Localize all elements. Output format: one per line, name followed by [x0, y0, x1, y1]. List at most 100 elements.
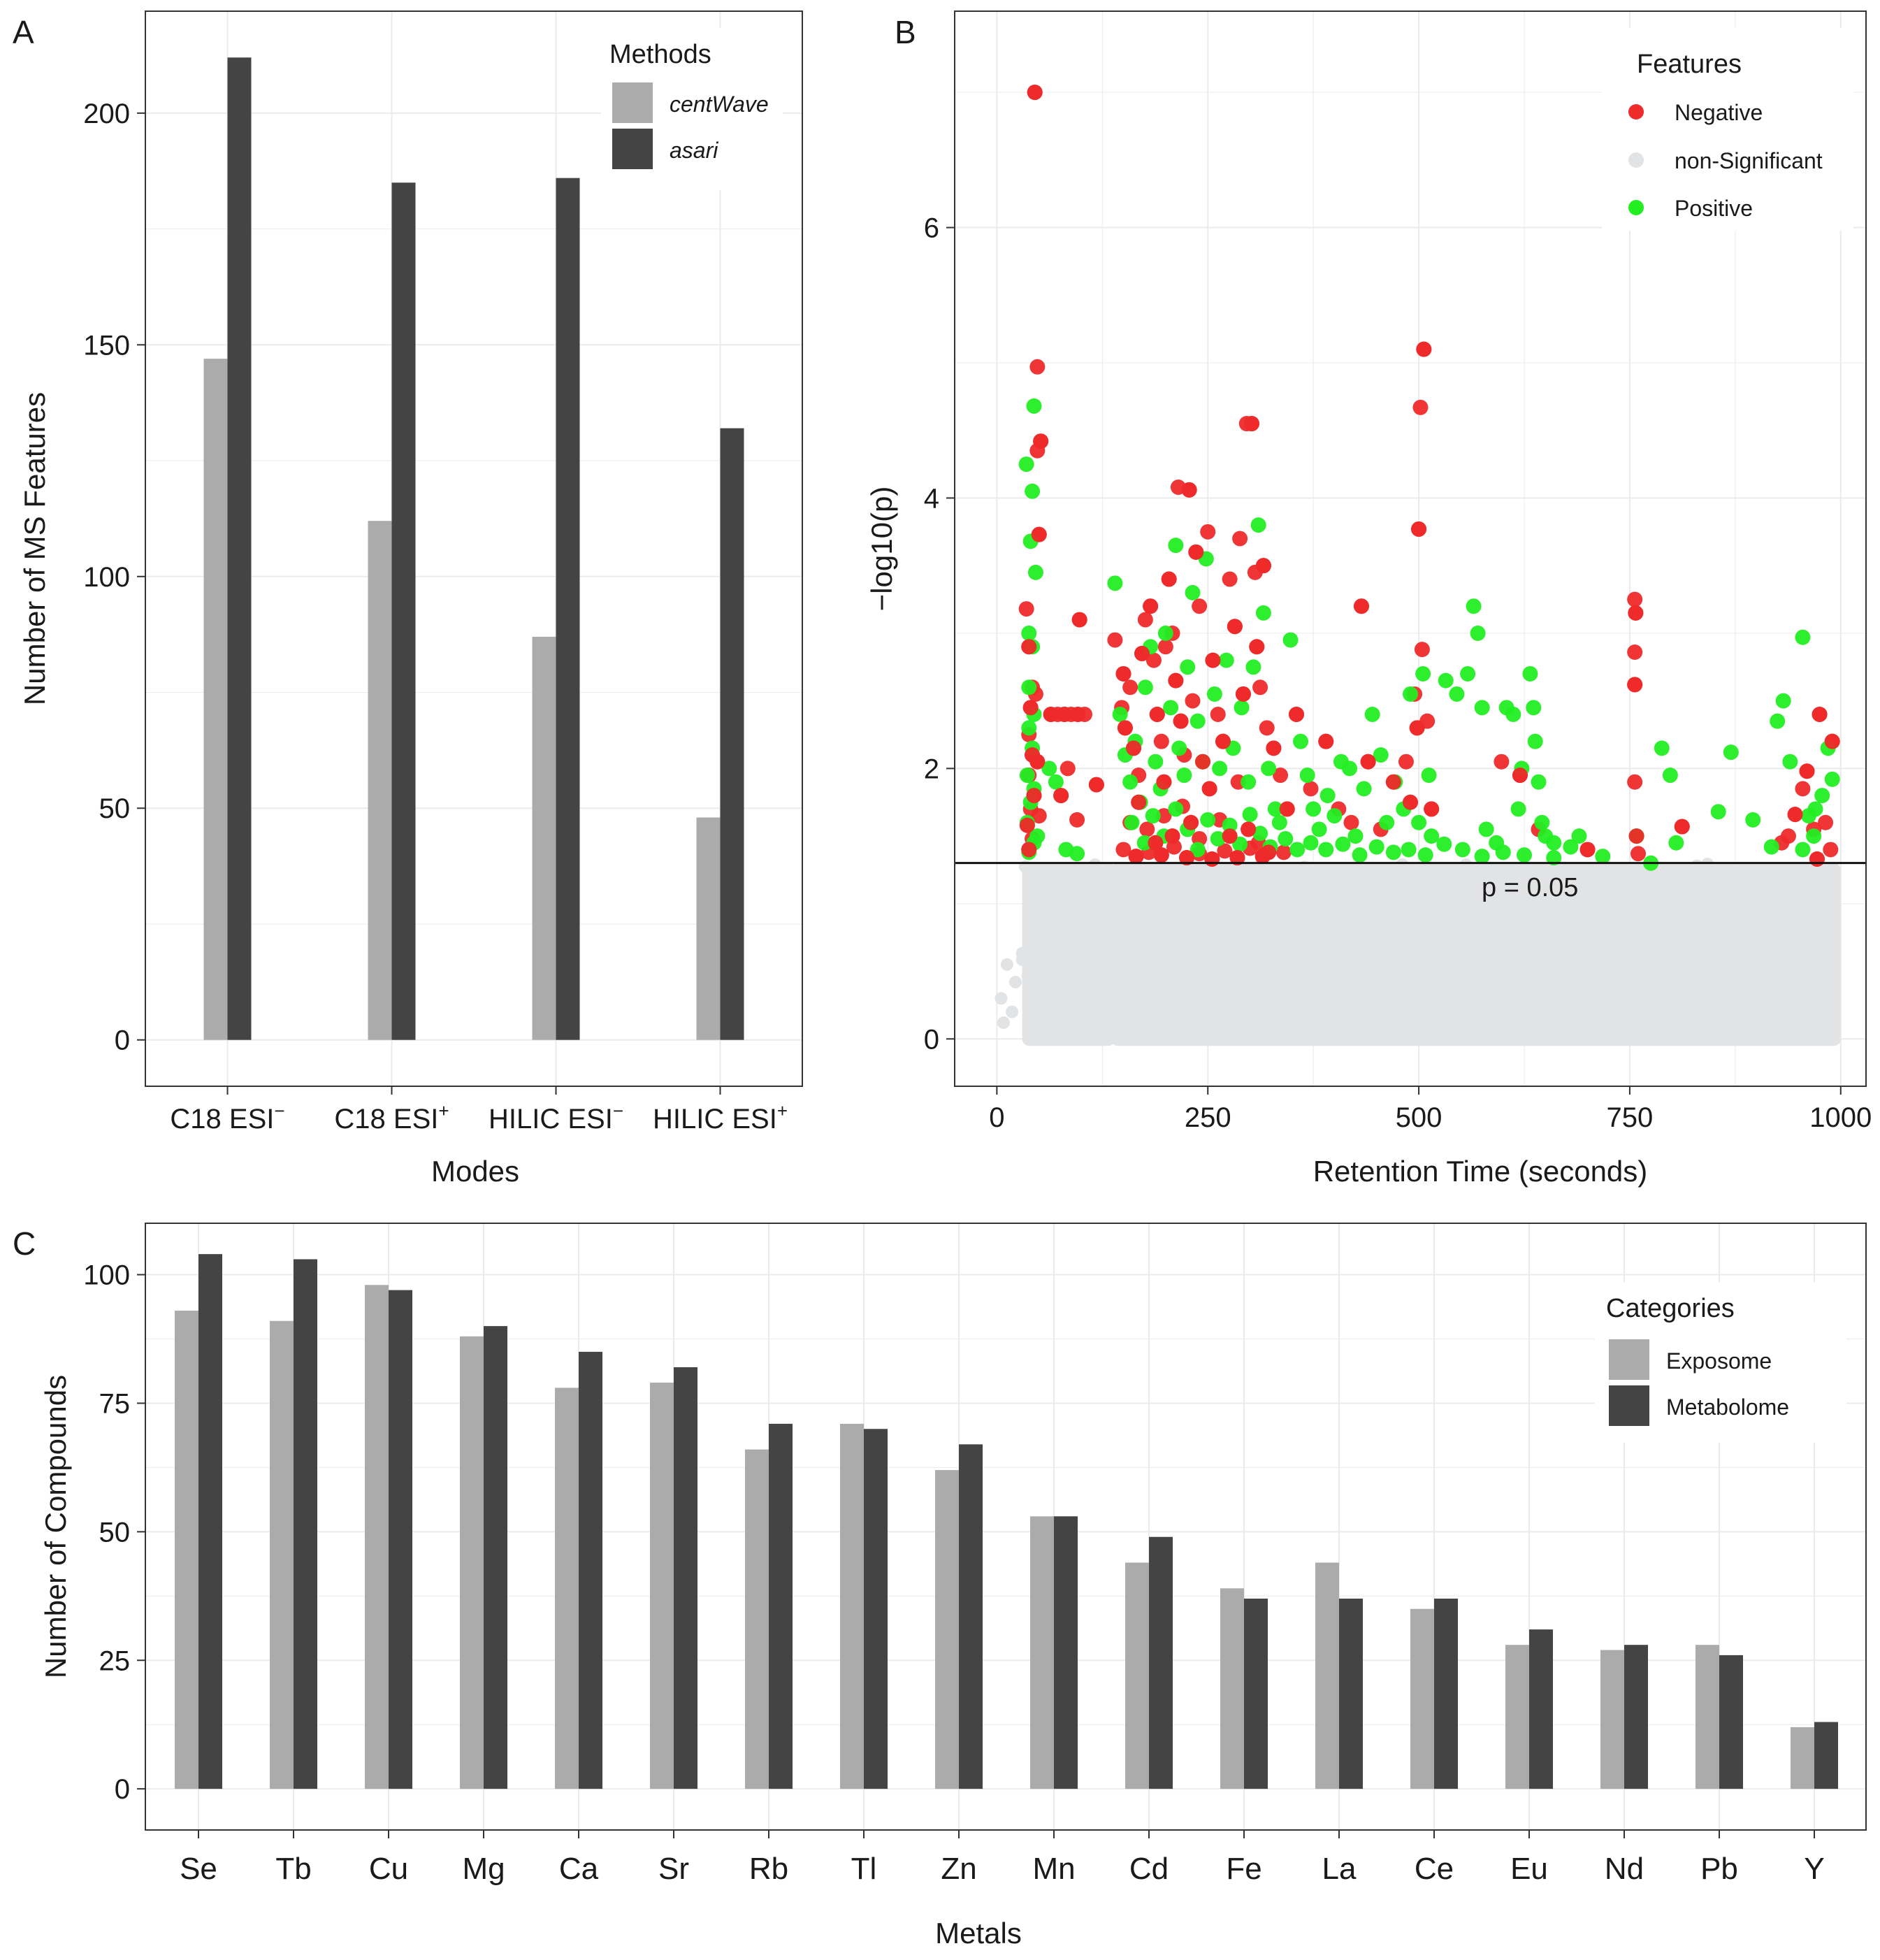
point-non-significant: [1211, 865, 1224, 879]
point-positive: [1571, 828, 1587, 844]
point-positive: [1122, 774, 1138, 790]
point-negative: [1215, 733, 1231, 749]
point-positive: [1171, 740, 1187, 756]
point-positive: [1168, 538, 1184, 554]
point-non-significant: [1639, 1018, 1652, 1031]
point-non-significant: [1453, 983, 1466, 997]
point-negative: [1043, 706, 1059, 722]
point-negative: [1022, 700, 1039, 716]
point-negative: [1222, 828, 1238, 844]
point-non-significant: [1714, 862, 1728, 875]
point-non-significant: [1057, 970, 1070, 983]
bar-exposome: [1410, 1608, 1434, 1789]
point-positive: [1763, 839, 1779, 855]
point-negative: [1069, 812, 1085, 828]
bar-exposome: [745, 1449, 769, 1789]
point-positive: [1025, 483, 1041, 499]
point-negative: [1630, 846, 1646, 862]
point-positive: [1723, 744, 1739, 761]
point-negative: [1812, 706, 1828, 722]
bar-exposome: [1030, 1516, 1054, 1789]
point-positive: [1368, 839, 1384, 855]
point-non-significant: [1482, 928, 1496, 942]
point-non-significant: [1591, 910, 1604, 923]
point-positive: [1303, 835, 1319, 851]
point-non-significant: [1421, 909, 1434, 922]
bar-exposome: [1695, 1645, 1719, 1789]
panel-a-bar-chart: A 0 50 100 150 200 C18 ESI− C18 ESI+ HILIC ESI−…: [13, 10, 803, 1188]
bar-exposome: [175, 1311, 198, 1789]
bar-metabolome: [1434, 1598, 1458, 1789]
point-non-significant: [1754, 911, 1767, 924]
point-non-significant: [1365, 909, 1378, 922]
panel-c-axes: 0 25 50 75 100 Se Tb Cu Mg Ca Sr Rb Tl Zn Mn Cd Fe La Ce Eu…: [83, 1260, 1824, 1886]
point-negative: [1799, 763, 1815, 779]
point-non-significant: [1405, 959, 1418, 972]
point-non-significant: [1269, 870, 1282, 884]
point-non-significant: [1459, 858, 1473, 872]
point-negative: [1303, 781, 1319, 797]
point-positive: [1218, 652, 1234, 668]
legend-marker-non-significant: [1628, 152, 1644, 168]
point-negative: [1161, 571, 1177, 587]
point-positive: [1222, 817, 1238, 833]
point-negative: [1153, 847, 1169, 863]
point-negative: [1255, 558, 1271, 574]
panel-c-x-tick-label: Cu: [369, 1852, 408, 1886]
point-positive: [1495, 844, 1511, 860]
point-non-significant: [1125, 1030, 1138, 1044]
point-negative: [1021, 639, 1037, 655]
point-non-significant: [1461, 974, 1474, 988]
point-non-significant: [1032, 978, 1045, 991]
legend-label-centwave: centWave: [670, 92, 769, 117]
point-negative: [1029, 359, 1046, 375]
point-negative: [1252, 679, 1268, 696]
point-non-significant: [1248, 895, 1261, 908]
bar-metabolome: [1814, 1722, 1838, 1789]
point-negative: [1275, 844, 1292, 860]
bar-centwave: [203, 359, 228, 1040]
point-positive: [1029, 828, 1046, 844]
point-non-significant: [1523, 988, 1536, 1002]
bar-exposome: [365, 1285, 389, 1789]
point-non-significant: [1570, 908, 1584, 921]
point-non-significant: [1635, 995, 1648, 1009]
point-positive: [1176, 768, 1192, 784]
panel-c-x-tick-label: Se: [180, 1852, 217, 1886]
point-negative: [1385, 774, 1401, 790]
point-negative: [1071, 612, 1087, 628]
panel-c-frame: [145, 1223, 1867, 1831]
point-negative: [1156, 774, 1172, 790]
point-positive: [1319, 788, 1336, 804]
panel-b-x-tick-label: 1000: [1809, 1102, 1872, 1133]
point-negative: [1145, 652, 1162, 668]
point-negative: [1512, 768, 1528, 784]
point-positive: [1048, 774, 1064, 790]
point-positive: [1212, 761, 1228, 777]
point-non-significant: [1167, 979, 1180, 992]
point-non-significant: [1044, 964, 1057, 977]
legend-swatch-exposome: [1609, 1339, 1649, 1380]
point-negative: [1416, 341, 1432, 357]
panel-c-y-tick-label: 50: [99, 1517, 131, 1548]
panel-a-x-tick-label: HILIC ESI−: [489, 1100, 623, 1134]
point-negative: [1360, 754, 1376, 770]
bar-exposome: [1125, 1562, 1149, 1789]
point-negative: [1200, 524, 1216, 540]
point-positive: [1505, 706, 1521, 722]
point-positive: [1417, 847, 1433, 863]
panel-c-x-tick-label: Eu: [1510, 1852, 1548, 1886]
point-non-significant: [1296, 909, 1310, 922]
point-positive: [1775, 693, 1791, 709]
point-positive: [1531, 774, 1547, 790]
point-positive: [1421, 768, 1437, 784]
point-positive: [1403, 686, 1418, 702]
point-non-significant: [1424, 954, 1438, 967]
point-non-significant: [1744, 932, 1757, 946]
point-negative: [1149, 706, 1165, 722]
point-non-significant: [1062, 987, 1075, 1000]
point-non-significant: [1030, 1000, 1043, 1014]
point-non-significant: [1203, 980, 1216, 993]
point-non-significant: [1083, 1021, 1097, 1034]
point-non-significant: [1427, 899, 1440, 912]
